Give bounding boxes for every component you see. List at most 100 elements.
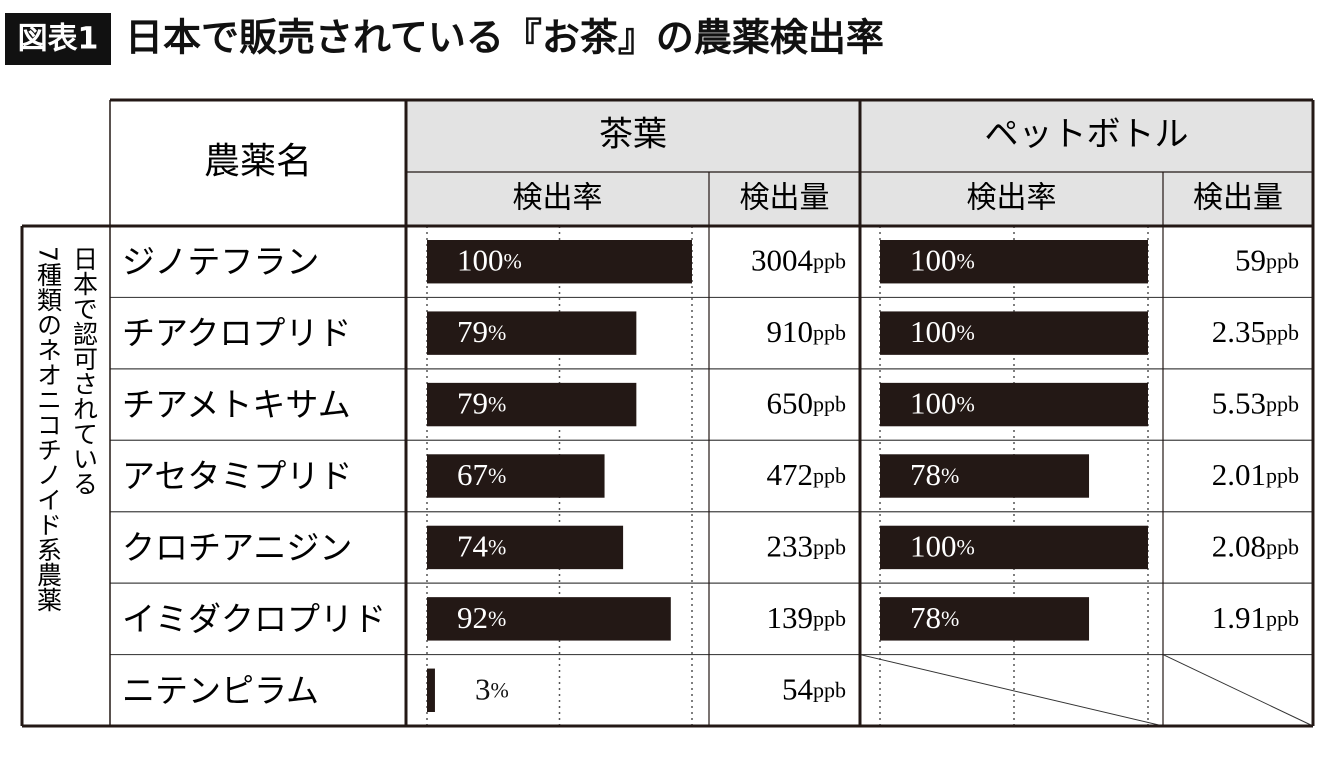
rate-unit: %	[941, 606, 959, 631]
sub-header: 検出率	[513, 181, 603, 216]
amount-value: 59	[1235, 243, 1266, 278]
amount-label: 2.01ppb	[1212, 457, 1299, 492]
rate-label: 67%	[457, 457, 506, 492]
rate-value: 78	[910, 600, 941, 635]
amount-unit: ppb	[813, 677, 846, 702]
row-name: チアクロプリド	[122, 314, 351, 353]
amount-unit: ppb	[1266, 463, 1299, 488]
row-name: アセタミプリド	[122, 457, 352, 496]
rate-unit: %	[941, 463, 959, 488]
row-name: ニテンピラム	[122, 671, 319, 710]
sub-header: 検出率	[967, 181, 1057, 216]
rate-unit: %	[488, 606, 506, 631]
rate-bar	[427, 454, 605, 498]
rate-label: 78%	[910, 457, 959, 492]
rate-label: 100%	[457, 243, 522, 278]
rate-bar	[427, 382, 637, 427]
amount-label: 650ppb	[767, 386, 847, 421]
amount-value: 1.91	[1212, 600, 1266, 635]
amount-value: 910	[767, 314, 814, 349]
rate-value: 79	[457, 314, 488, 349]
amount-label: 139ppb	[767, 600, 847, 635]
rate-label: 100%	[910, 529, 975, 564]
amount-label: 54ppb	[782, 671, 846, 706]
row-name: イミダクロプリド	[122, 599, 386, 638]
group-header: 茶葉	[599, 115, 667, 155]
amount-unit: ppb	[1266, 392, 1299, 417]
badge-box	[5, 13, 111, 65]
rate-unit: %	[957, 249, 975, 274]
amount-unit: ppb	[813, 249, 846, 274]
amount-unit: ppb	[813, 463, 846, 488]
rate-value: 100	[457, 243, 504, 278]
rate-bar	[427, 525, 624, 570]
rate-unit: %	[957, 392, 975, 417]
amount-label: 2.08ppb	[1212, 529, 1299, 564]
amount-value: 2.35	[1212, 314, 1266, 349]
rate-unit: %	[957, 534, 975, 559]
rate-bar	[880, 597, 1090, 641]
row-name: クロチアニジン	[122, 528, 352, 567]
row-name: ジノテフラン	[122, 242, 319, 281]
amount-value: 233	[767, 529, 814, 564]
amount-unit: ppb	[1266, 606, 1299, 631]
rate-value: 78	[910, 457, 941, 492]
rate-value: 100	[910, 529, 957, 564]
amount-label: 5.53ppb	[1212, 386, 1299, 421]
rate-unit: %	[488, 463, 506, 488]
rate-label: 3%	[475, 671, 509, 706]
sub-header: 検出量	[1193, 181, 1283, 216]
rate-value: 74	[457, 529, 489, 564]
rate-unit: %	[488, 392, 506, 417]
amount-unit: ppb	[813, 392, 846, 417]
amount-value: 3004	[751, 243, 814, 278]
row-name: チアメトキサム	[122, 385, 351, 424]
amount-unit: ppb	[813, 320, 846, 345]
rate-unit: %	[957, 320, 975, 345]
amount-label: 1.91ppb	[1212, 600, 1299, 635]
rate-unit: %	[488, 320, 506, 345]
rate-bar	[427, 668, 435, 712]
badge: 図表1	[18, 22, 99, 57]
rate-value: 100	[910, 386, 957, 421]
rate-value: 100	[910, 314, 957, 349]
empty-diagonal	[859, 654, 1164, 727]
amount-label: 3004ppb	[751, 243, 846, 278]
amount-value: 5.53	[1212, 386, 1266, 421]
amount-unit: ppb	[813, 534, 846, 559]
rate-value: 67	[457, 457, 488, 492]
amount-label: 2.35ppb	[1212, 314, 1299, 349]
amount-label: 910ppb	[767, 314, 847, 349]
rate-value: 92	[457, 600, 488, 635]
amount-unit: ppb	[1266, 320, 1299, 345]
amount-value: 472	[767, 457, 814, 492]
amount-label: 233ppb	[767, 529, 847, 564]
rate-label: 92%	[457, 600, 506, 635]
rate-value: 79	[457, 386, 488, 421]
name-header: 農薬名	[204, 141, 312, 182]
rate-value: 100	[910, 243, 957, 278]
rate-bar	[880, 382, 1148, 427]
amount-unit: ppb	[1266, 249, 1299, 274]
rate-label: 100%	[910, 386, 975, 421]
side-label: 7種類のネオニコチノイド系農薬	[34, 246, 63, 612]
rate-label: 78%	[910, 600, 959, 635]
amount-label: 472ppb	[767, 457, 847, 492]
rate-label: 100%	[910, 314, 975, 349]
amount-value: 54	[782, 671, 814, 706]
group-header: ペットボトル	[985, 115, 1189, 155]
rate-bar	[427, 240, 692, 284]
title: 日本で販売されている『お茶』の農薬検出率	[125, 16, 884, 60]
rate-bar	[880, 311, 1148, 355]
amount-value: 650	[767, 386, 814, 421]
amount-value: 2.08	[1212, 529, 1266, 564]
rate-value: 3	[475, 671, 491, 706]
rate-label: 79%	[457, 314, 506, 349]
rate-unit: %	[488, 534, 506, 559]
rate-bar	[880, 525, 1148, 570]
rate-label: 74%	[457, 529, 506, 564]
rate-bar	[427, 311, 637, 355]
rate-unit: %	[504, 249, 522, 274]
rate-label: 100%	[910, 243, 975, 278]
